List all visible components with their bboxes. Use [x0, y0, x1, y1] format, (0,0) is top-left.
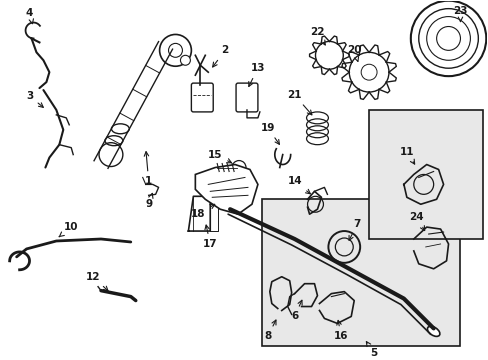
- FancyBboxPatch shape: [191, 83, 213, 112]
- Text: 20: 20: [346, 45, 361, 62]
- Text: 2: 2: [212, 45, 228, 67]
- Polygon shape: [195, 165, 257, 214]
- Text: 1: 1: [144, 152, 152, 186]
- FancyBboxPatch shape: [368, 110, 482, 239]
- Text: 16: 16: [333, 320, 348, 341]
- Text: 12: 12: [86, 272, 108, 291]
- Text: 7: 7: [348, 219, 360, 240]
- Text: 3: 3: [26, 91, 43, 107]
- Text: 4: 4: [26, 8, 33, 24]
- Circle shape: [180, 55, 190, 65]
- Ellipse shape: [427, 326, 439, 336]
- Text: 21: 21: [287, 90, 311, 115]
- Text: 19: 19: [260, 123, 279, 144]
- Text: 15: 15: [207, 150, 231, 163]
- Text: 6: 6: [290, 300, 302, 321]
- Text: 17: 17: [203, 225, 217, 249]
- Text: 11: 11: [399, 147, 414, 164]
- Text: 18: 18: [191, 204, 214, 219]
- Text: 23: 23: [452, 6, 467, 22]
- Text: 24: 24: [408, 212, 424, 230]
- Text: 13: 13: [248, 63, 264, 86]
- Text: 5: 5: [366, 342, 377, 358]
- FancyBboxPatch shape: [262, 199, 460, 346]
- Text: 10: 10: [59, 222, 78, 237]
- FancyBboxPatch shape: [236, 83, 257, 112]
- Text: 14: 14: [287, 176, 310, 194]
- Text: 9: 9: [145, 193, 153, 209]
- Circle shape: [232, 161, 245, 175]
- Text: 8: 8: [264, 320, 275, 341]
- Text: 22: 22: [309, 27, 325, 45]
